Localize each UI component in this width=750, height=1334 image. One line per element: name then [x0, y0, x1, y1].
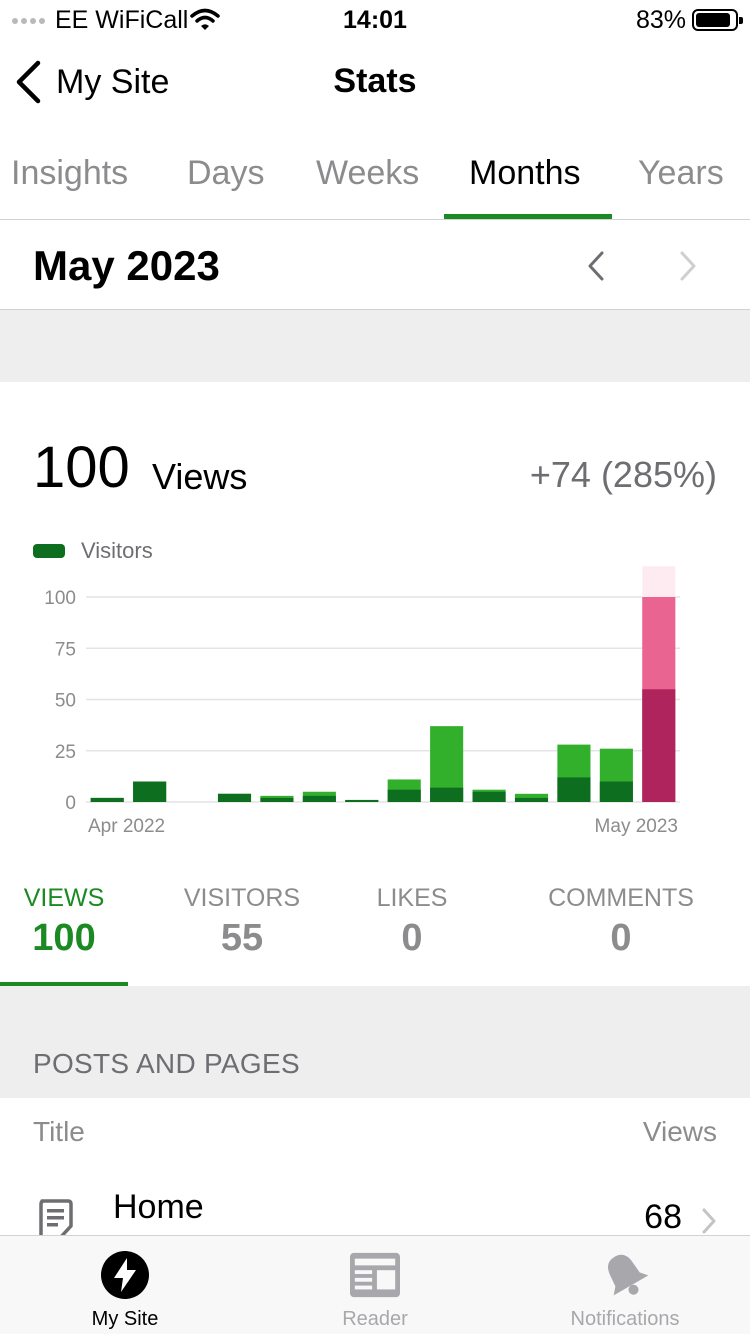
legend-label-visitors: Visitors: [81, 538, 153, 563]
column-header-views: Views: [642, 1116, 717, 1147]
x-tick-label: Apr 2022: [88, 816, 165, 837]
tab-days[interactable]: Days: [187, 154, 265, 192]
y-tick-label: 100: [44, 588, 76, 609]
nav-bar: My Site Stats: [0, 44, 750, 124]
metric-tabs: VIEWS 100 VISITORS 55 LIKES 0 COMMENTS 0: [0, 884, 750, 987]
status-bar: EE WiFiCall 14:01 83%: [0, 0, 750, 44]
back-label: My Site: [56, 62, 170, 101]
metric-value: 0: [401, 917, 423, 959]
visitors-bar: [345, 799, 379, 802]
y-tick-label: 50: [55, 691, 76, 712]
chevron-right-icon: [702, 1208, 716, 1234]
metric-label: VIEWS: [23, 884, 105, 912]
tab-years[interactable]: Years: [638, 154, 724, 192]
period-label: May 2023: [33, 242, 220, 289]
post-title: Home: [113, 1188, 204, 1226]
metric-value: 100: [32, 917, 96, 959]
metric-value: 0: [610, 917, 632, 959]
chevron-left-icon: [16, 60, 41, 104]
metric-tab-views[interactable]: VIEWS 100: [0, 884, 128, 960]
y-tick-label: 0: [65, 793, 76, 814]
stats-summary: 100 Views +74 (285%) Visitors 0 25 50 75 100…: [0, 382, 750, 986]
visitors-bar: [642, 689, 676, 802]
tab-months[interactable]: Months: [469, 154, 581, 192]
views-total: 100: [33, 435, 130, 500]
visitors-bar: [514, 797, 549, 802]
tabbar-notifications[interactable]: Notifications: [500, 1236, 750, 1334]
metric-tab-likes[interactable]: LIKES 0: [352, 884, 472, 960]
visitors-bar: [90, 797, 124, 802]
clock: 14:01: [343, 6, 407, 34]
y-tick-label: 75: [55, 639, 76, 660]
tabbar-label: My Site: [91, 1308, 159, 1330]
section-spacer: [0, 310, 750, 382]
metric-label: LIKES: [376, 884, 448, 912]
visitors-bar: [133, 781, 167, 802]
wifi-icon: [190, 8, 220, 30]
tab-insights[interactable]: Insights: [11, 154, 129, 192]
page-icon: [39, 1199, 73, 1236]
carrier-label: EE WiFiCall: [55, 6, 189, 34]
signal-dots-icon: [12, 18, 45, 24]
reader-icon: [350, 1252, 400, 1298]
battery-icon: [692, 9, 743, 31]
visitors-bar: [599, 781, 633, 802]
previous-period-button[interactable]: [586, 250, 608, 282]
tabbar-my-site[interactable]: My Site: [0, 1236, 250, 1334]
visitors-bar: [387, 789, 421, 802]
post-views: 68: [644, 1198, 682, 1236]
active-metric-indicator: [0, 982, 128, 987]
table-row[interactable]: Home 68: [0, 1168, 750, 1236]
chart-legend: Visitors: [33, 538, 153, 564]
visitors-bar: [557, 777, 591, 802]
metric-value: 55: [220, 917, 264, 959]
section-title: POSTS AND PAGES: [33, 1048, 300, 1079]
tabbar-reader[interactable]: Reader: [250, 1236, 500, 1334]
tabbar-label: Reader: [342, 1308, 408, 1330]
active-tab-indicator: [444, 214, 612, 219]
visitors-bar: [430, 787, 464, 802]
column-header-title: Title: [33, 1116, 85, 1147]
next-period-button[interactable]: [676, 250, 698, 282]
date-navigator: May 2023: [0, 220, 750, 310]
metric-label: VISITORS: [183, 884, 301, 912]
section-header: POSTS AND PAGES: [0, 986, 750, 1098]
y-tick-label: 25: [55, 742, 76, 763]
visitors-bar: [472, 791, 506, 802]
visitors-bar: [260, 797, 294, 802]
tab-weeks[interactable]: Weeks: [316, 154, 420, 192]
metric-tab-visitors[interactable]: VISITORS 55: [172, 884, 312, 960]
table-header: Title Views: [0, 1098, 750, 1168]
views-unit: Views: [152, 456, 248, 497]
battery-percent: 83%: [635, 6, 686, 34]
bell-icon: [607, 1254, 649, 1296]
views-bar-chart[interactable]: 0 25 50 75 100 Apr 2022 May 2023: [0, 560, 750, 850]
wordpress-logo-icon: [101, 1251, 149, 1299]
visitors-bar: [302, 795, 336, 802]
legend-swatch-visitors: [33, 544, 65, 558]
bottom-tab-bar: My Site Reader Notifications: [0, 1235, 750, 1334]
visitors-bar: [217, 793, 252, 802]
metric-label: COMMENTS: [548, 884, 694, 912]
views-change: +74 (285%): [529, 454, 717, 495]
x-tick-label: May 2023: [595, 816, 678, 837]
tabbar-label: Notifications: [570, 1308, 680, 1330]
metric-tab-comments[interactable]: COMMENTS 0: [532, 884, 710, 960]
back-button[interactable]: My Site: [14, 60, 169, 104]
period-tabs: Insights Days Weeks Months Years: [0, 130, 750, 220]
